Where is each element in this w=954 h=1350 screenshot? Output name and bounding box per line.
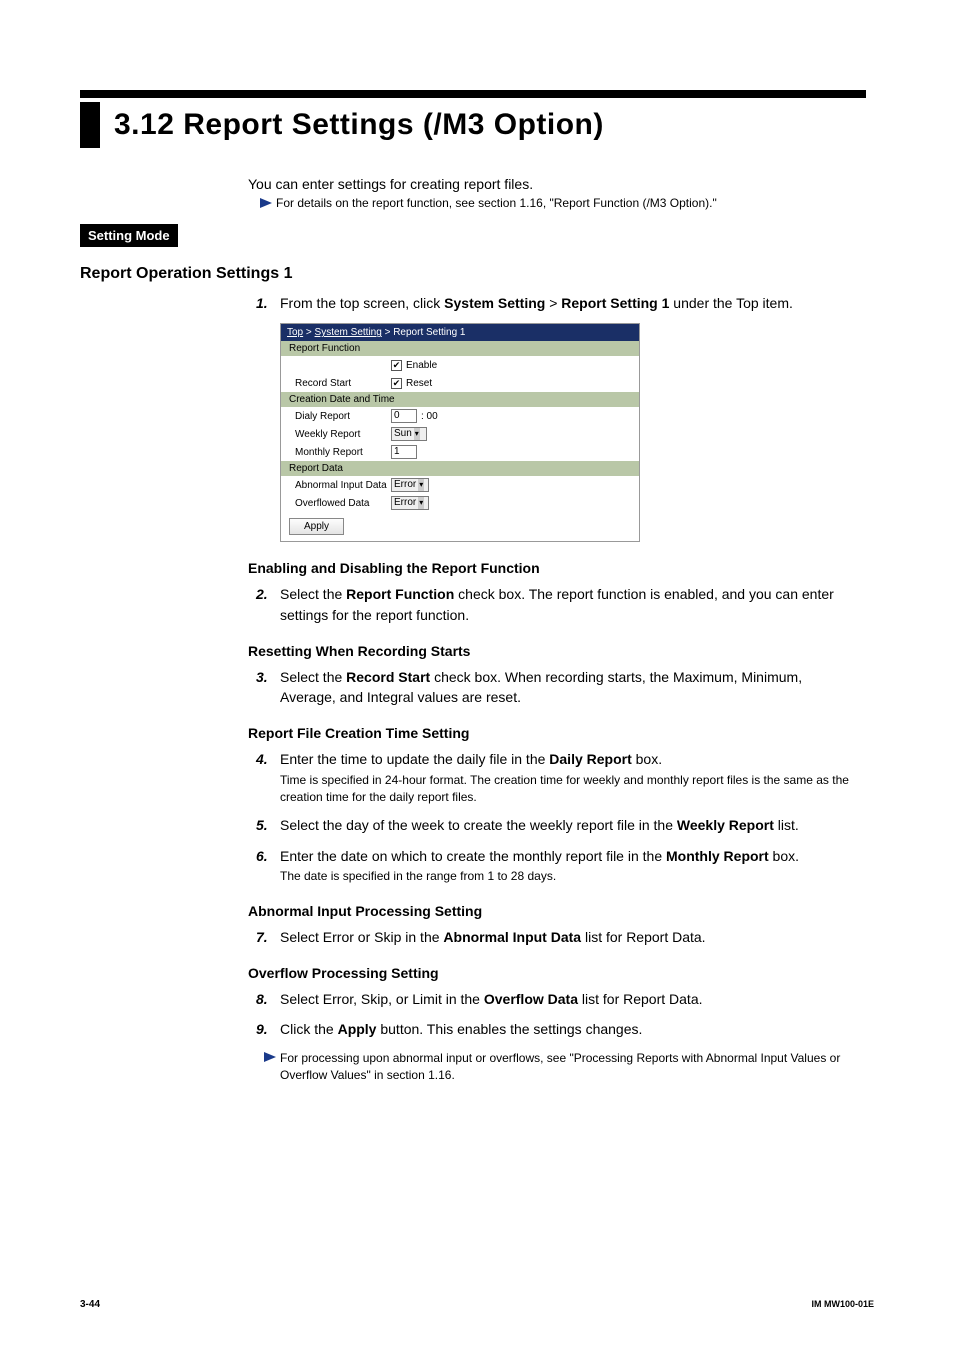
report-setting-screenshot: Top > System Setting > Report Setting 1 … bbox=[280, 323, 640, 542]
apply-button[interactable]: Apply bbox=[289, 518, 344, 535]
step-5: 5. Select the day of the week to create … bbox=[280, 815, 860, 835]
abnormal-input-select[interactable]: Error bbox=[391, 478, 429, 492]
step-6-note: The date is specified in the range from … bbox=[280, 868, 860, 885]
cross-reference-2-text: For processing upon abnormal input or ov… bbox=[280, 1051, 840, 1082]
breadcrumb-top[interactable]: Top bbox=[287, 327, 303, 338]
setting-mode-label: Setting Mode bbox=[80, 224, 178, 247]
label-abnormal-input: Abnormal Input Data bbox=[281, 480, 391, 491]
breadcrumb: Top > System Setting > Report Setting 1 bbox=[281, 324, 639, 341]
step-4-note: Time is specified in 24-hour format. The… bbox=[280, 772, 860, 806]
step-2: 2. Select the Report Function check box.… bbox=[280, 584, 860, 625]
arrow-icon bbox=[264, 1052, 276, 1062]
label-weekly-report: Weekly Report bbox=[281, 429, 391, 440]
page-number: 3-44 bbox=[80, 1299, 100, 1310]
reset-checkbox-label: Reset bbox=[406, 378, 432, 389]
section-report-data: Report Data bbox=[281, 461, 639, 476]
doc-id: IM MW100-01E bbox=[811, 1299, 874, 1310]
section-title-row: 3.12 Report Settings (/M3 Option) bbox=[80, 102, 874, 148]
page-footer: 3-44 IM MW100-01E bbox=[80, 1299, 874, 1310]
heading-resetting: Resetting When Recording Starts bbox=[248, 643, 874, 659]
step-4: 4. Enter the time to update the daily fi… bbox=[280, 749, 860, 805]
step-2-number: 2. bbox=[256, 584, 268, 604]
label-daily-report: Dialy Report bbox=[281, 411, 391, 422]
label-record-start: Record Start bbox=[281, 378, 391, 389]
step-7: 7. Select Error or Skip in the Abnormal … bbox=[280, 927, 860, 947]
section-report-function: Report Function bbox=[281, 341, 639, 356]
step-4-number: 4. bbox=[256, 749, 268, 769]
title-rule bbox=[80, 90, 866, 98]
section-title: 3.12 Report Settings (/M3 Option) bbox=[114, 102, 604, 148]
step-8-number: 8. bbox=[256, 989, 268, 1009]
step-9: 9. Click the Apply button. This enables … bbox=[280, 1019, 860, 1039]
step-6: 6. Enter the date on which to create the… bbox=[280, 846, 860, 885]
step-9-number: 9. bbox=[256, 1019, 268, 1039]
cross-reference-2: For processing upon abnormal input or ov… bbox=[280, 1050, 860, 1085]
heading-overflow: Overflow Processing Setting bbox=[248, 965, 874, 981]
breadcrumb-report-setting: Report Setting 1 bbox=[393, 327, 465, 338]
breadcrumb-system-setting[interactable]: System Setting bbox=[315, 327, 382, 338]
heading-abnormal-input: Abnormal Input Processing Setting bbox=[248, 903, 874, 919]
cross-reference-1-text: For details on the report function, see … bbox=[276, 196, 717, 210]
label-monthly-report: Monthly Report bbox=[281, 447, 391, 458]
step-1-number: 1. bbox=[256, 293, 268, 313]
section-creation-date: Creation Date and Time bbox=[281, 392, 639, 407]
weekly-report-select[interactable]: Sun bbox=[391, 427, 427, 441]
enable-checkbox[interactable]: ✔ bbox=[391, 360, 402, 371]
title-side-bar bbox=[80, 102, 100, 148]
cross-reference-1: For details on the report function, see … bbox=[276, 196, 858, 210]
reset-checkbox[interactable]: ✔ bbox=[391, 378, 402, 389]
step-5-number: 5. bbox=[256, 815, 268, 835]
monthly-report-input[interactable]: 1 bbox=[391, 445, 417, 459]
daily-report-input[interactable]: 0 bbox=[391, 409, 417, 423]
step-1: 1. From the top screen, click System Set… bbox=[280, 293, 860, 313]
heading-file-creation: Report File Creation Time Setting bbox=[248, 725, 874, 741]
step-3-number: 3. bbox=[256, 667, 268, 687]
step-8: 8. Select Error, Skip, or Limit in the O… bbox=[280, 989, 860, 1009]
intro-text: You can enter settings for creating repo… bbox=[248, 176, 858, 192]
overflowed-data-select[interactable]: Error bbox=[391, 496, 429, 510]
step-6-number: 6. bbox=[256, 846, 268, 866]
arrow-icon bbox=[260, 198, 272, 208]
label-overflowed-data: Overflowed Data bbox=[281, 498, 391, 509]
heading-enabling: Enabling and Disabling the Report Functi… bbox=[248, 560, 874, 576]
daily-report-suffix: : 00 bbox=[421, 411, 438, 422]
subsection-heading: Report Operation Settings 1 bbox=[80, 265, 874, 283]
step-7-number: 7. bbox=[256, 927, 268, 947]
enable-checkbox-label: Enable bbox=[406, 360, 437, 371]
step-3: 3. Select the Record Start check box. Wh… bbox=[280, 667, 860, 708]
